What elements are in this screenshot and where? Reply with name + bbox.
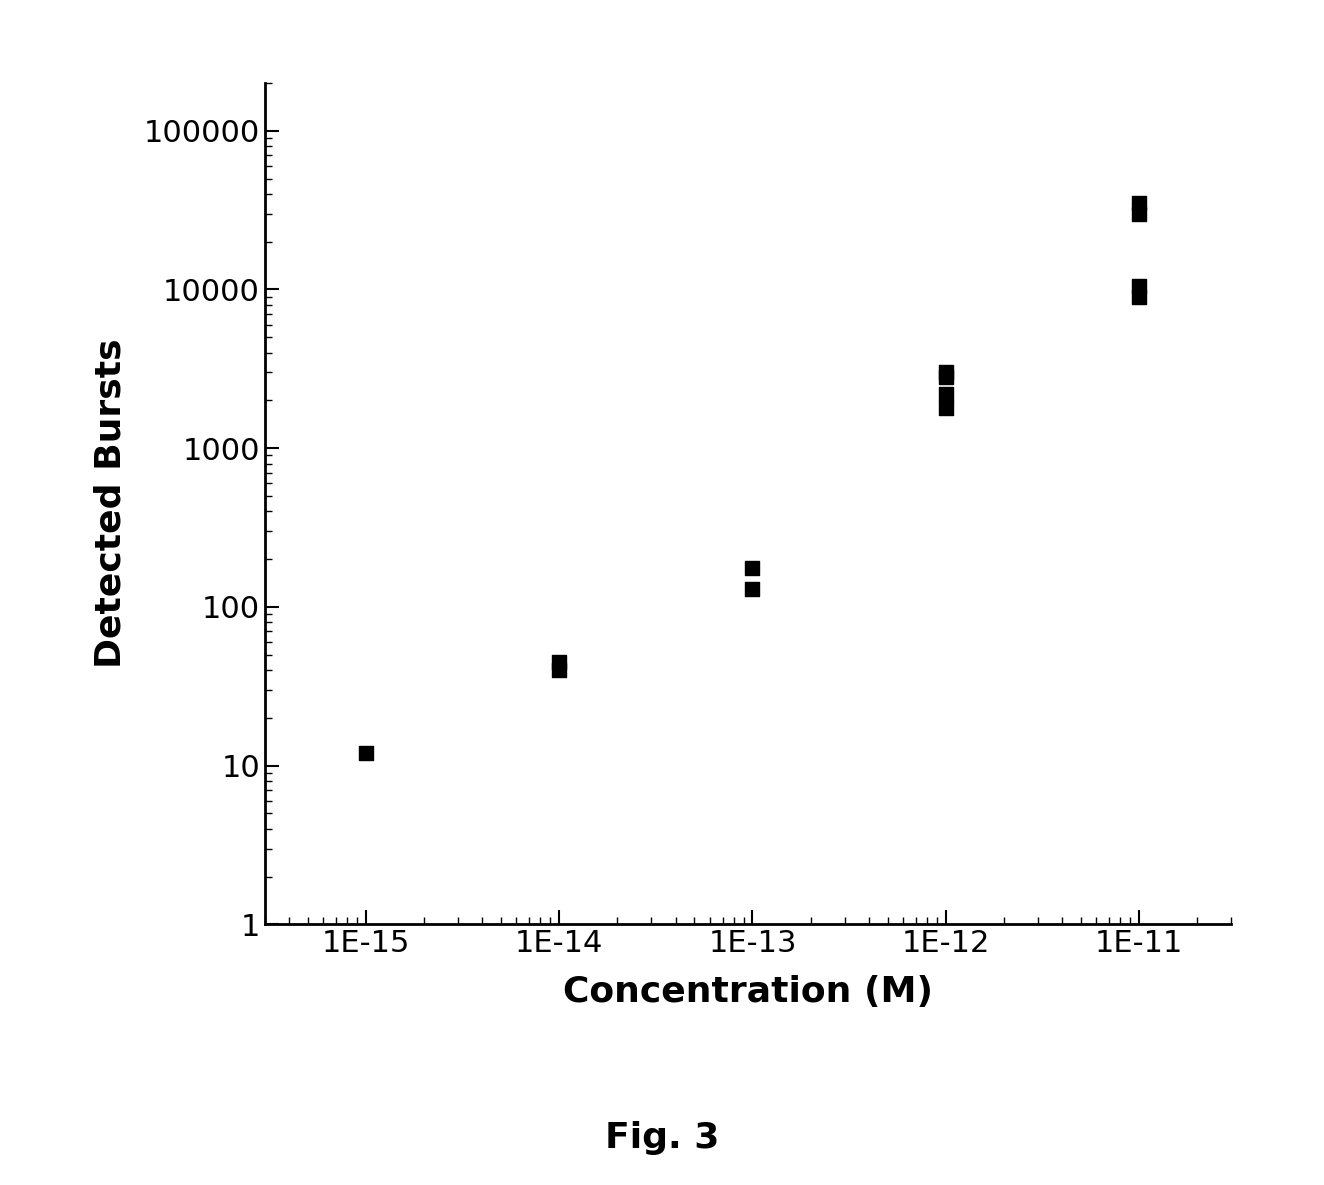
- Point: [1128, 193, 1149, 212]
- Point: [355, 743, 376, 762]
- X-axis label: Concentration (M): Concentration (M): [563, 975, 933, 1008]
- Point: [1128, 276, 1149, 295]
- Point: [741, 559, 763, 578]
- Point: [1128, 287, 1149, 306]
- Point: [548, 660, 569, 679]
- Y-axis label: Detected Bursts: Detected Bursts: [93, 339, 127, 668]
- Point: [935, 363, 956, 382]
- Point: [741, 579, 763, 598]
- Point: [935, 384, 956, 403]
- Point: [935, 367, 956, 386]
- Point: [1128, 204, 1149, 223]
- Point: [548, 653, 569, 672]
- Point: [935, 398, 956, 417]
- Text: Fig. 3: Fig. 3: [605, 1121, 719, 1154]
